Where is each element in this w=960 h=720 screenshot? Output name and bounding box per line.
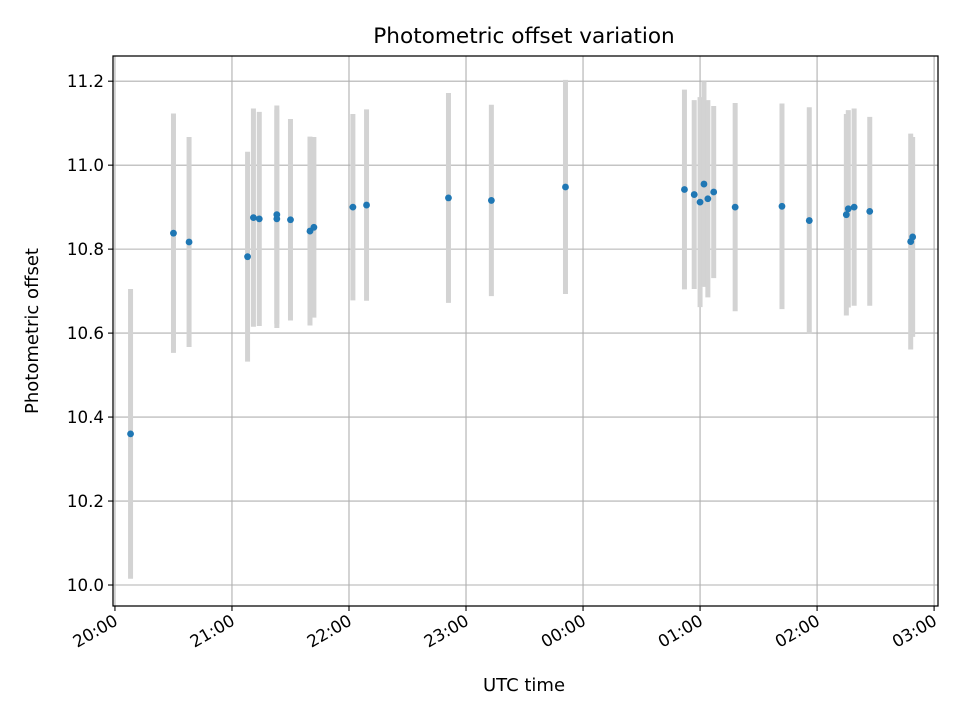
data-point — [127, 430, 134, 438]
data-point — [690, 191, 698, 198]
y-axis-ticks: 10.0 10.2 10.4 10.6 10.8 11.0 11.2 — [67, 71, 113, 595]
data-point — [310, 223, 318, 231]
data-point — [363, 201, 370, 209]
data-point — [844, 205, 852, 213]
y-axis-label: Photometric offset — [22, 248, 43, 414]
data-point — [562, 183, 569, 191]
data-point — [700, 180, 708, 188]
data-points — [127, 180, 917, 438]
y-tick-label: 10.6 — [67, 323, 104, 343]
data-point — [273, 211, 281, 219]
y-tick-label: 10.0 — [67, 575, 104, 595]
chart-title: Photometric offset variation — [373, 24, 674, 49]
data-point — [696, 198, 704, 206]
plot-area-frame — [112, 55, 939, 607]
data-point — [681, 186, 688, 193]
data-point — [255, 215, 263, 223]
data-point — [850, 203, 858, 211]
data-point — [842, 211, 850, 219]
y-tick-label: 10.4 — [67, 407, 104, 427]
x-axis-label: UTC time — [483, 675, 565, 696]
data-point — [710, 188, 718, 196]
data-point — [244, 253, 251, 261]
data-point — [866, 207, 874, 215]
data-point — [731, 203, 739, 211]
data-point — [805, 217, 813, 224]
data-point — [909, 233, 917, 241]
data-point — [704, 195, 712, 203]
y-tick-label: 11.0 — [67, 155, 104, 175]
data-point — [287, 216, 294, 224]
data-point — [487, 197, 495, 204]
data-point — [445, 194, 452, 202]
y-tick-label: 10.2 — [67, 491, 104, 511]
data-point — [778, 202, 786, 210]
data-point — [170, 229, 177, 237]
data-point — [349, 203, 357, 211]
y-tick-label: 11.2 — [67, 71, 104, 91]
data-point — [250, 214, 257, 222]
data-point — [185, 238, 193, 246]
y-tick-label: 10.8 — [67, 239, 104, 259]
